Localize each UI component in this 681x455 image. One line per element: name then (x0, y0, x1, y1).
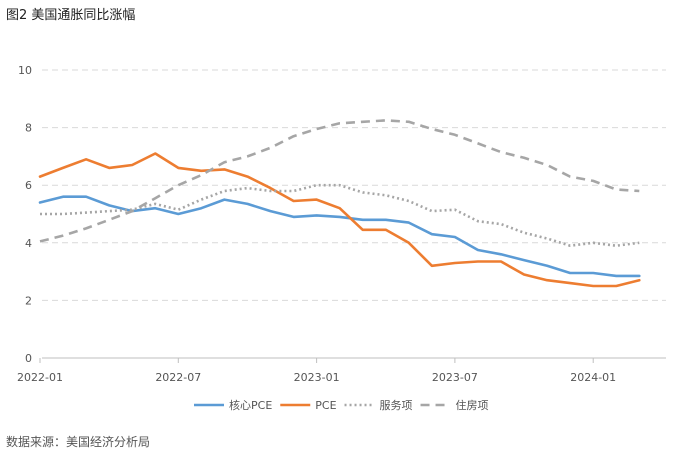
legend-label-2: PCE (315, 399, 336, 412)
y-tick-label-2: 2 (25, 294, 32, 307)
legend-label-4: 住房项 (456, 398, 489, 412)
legend-label-3: 服务项 (380, 399, 413, 412)
y-tick-label-6: 6 (25, 179, 32, 192)
y-tick-label-4: 4 (25, 237, 32, 250)
y-tick-label-0: 0 (25, 352, 32, 365)
series-line-1 (38, 195, 641, 278)
x-tick-label-2024-01: 2024-01 (570, 371, 616, 384)
x-tick-label-2023-07: 2023-07 (432, 371, 478, 384)
x-tick-label-2022-07: 2022-07 (155, 371, 201, 384)
source-note: 数据来源：美国经济分析局 (6, 435, 151, 449)
x-tick-label-2022-01: 2022-01 (17, 371, 63, 384)
chart-title: 图2 美国通胀同比涨幅 (6, 8, 136, 23)
series-line-4 (39, 119, 640, 243)
series-line-2 (38, 152, 641, 288)
x-tick-label-2023-01: 2023-01 (294, 371, 340, 384)
series-line-3 (40, 183, 640, 247)
legend-label-1: 核心PCE (229, 398, 272, 412)
y-tick-label-8: 8 (25, 122, 32, 135)
y-tick-label-10: 10 (18, 64, 32, 77)
